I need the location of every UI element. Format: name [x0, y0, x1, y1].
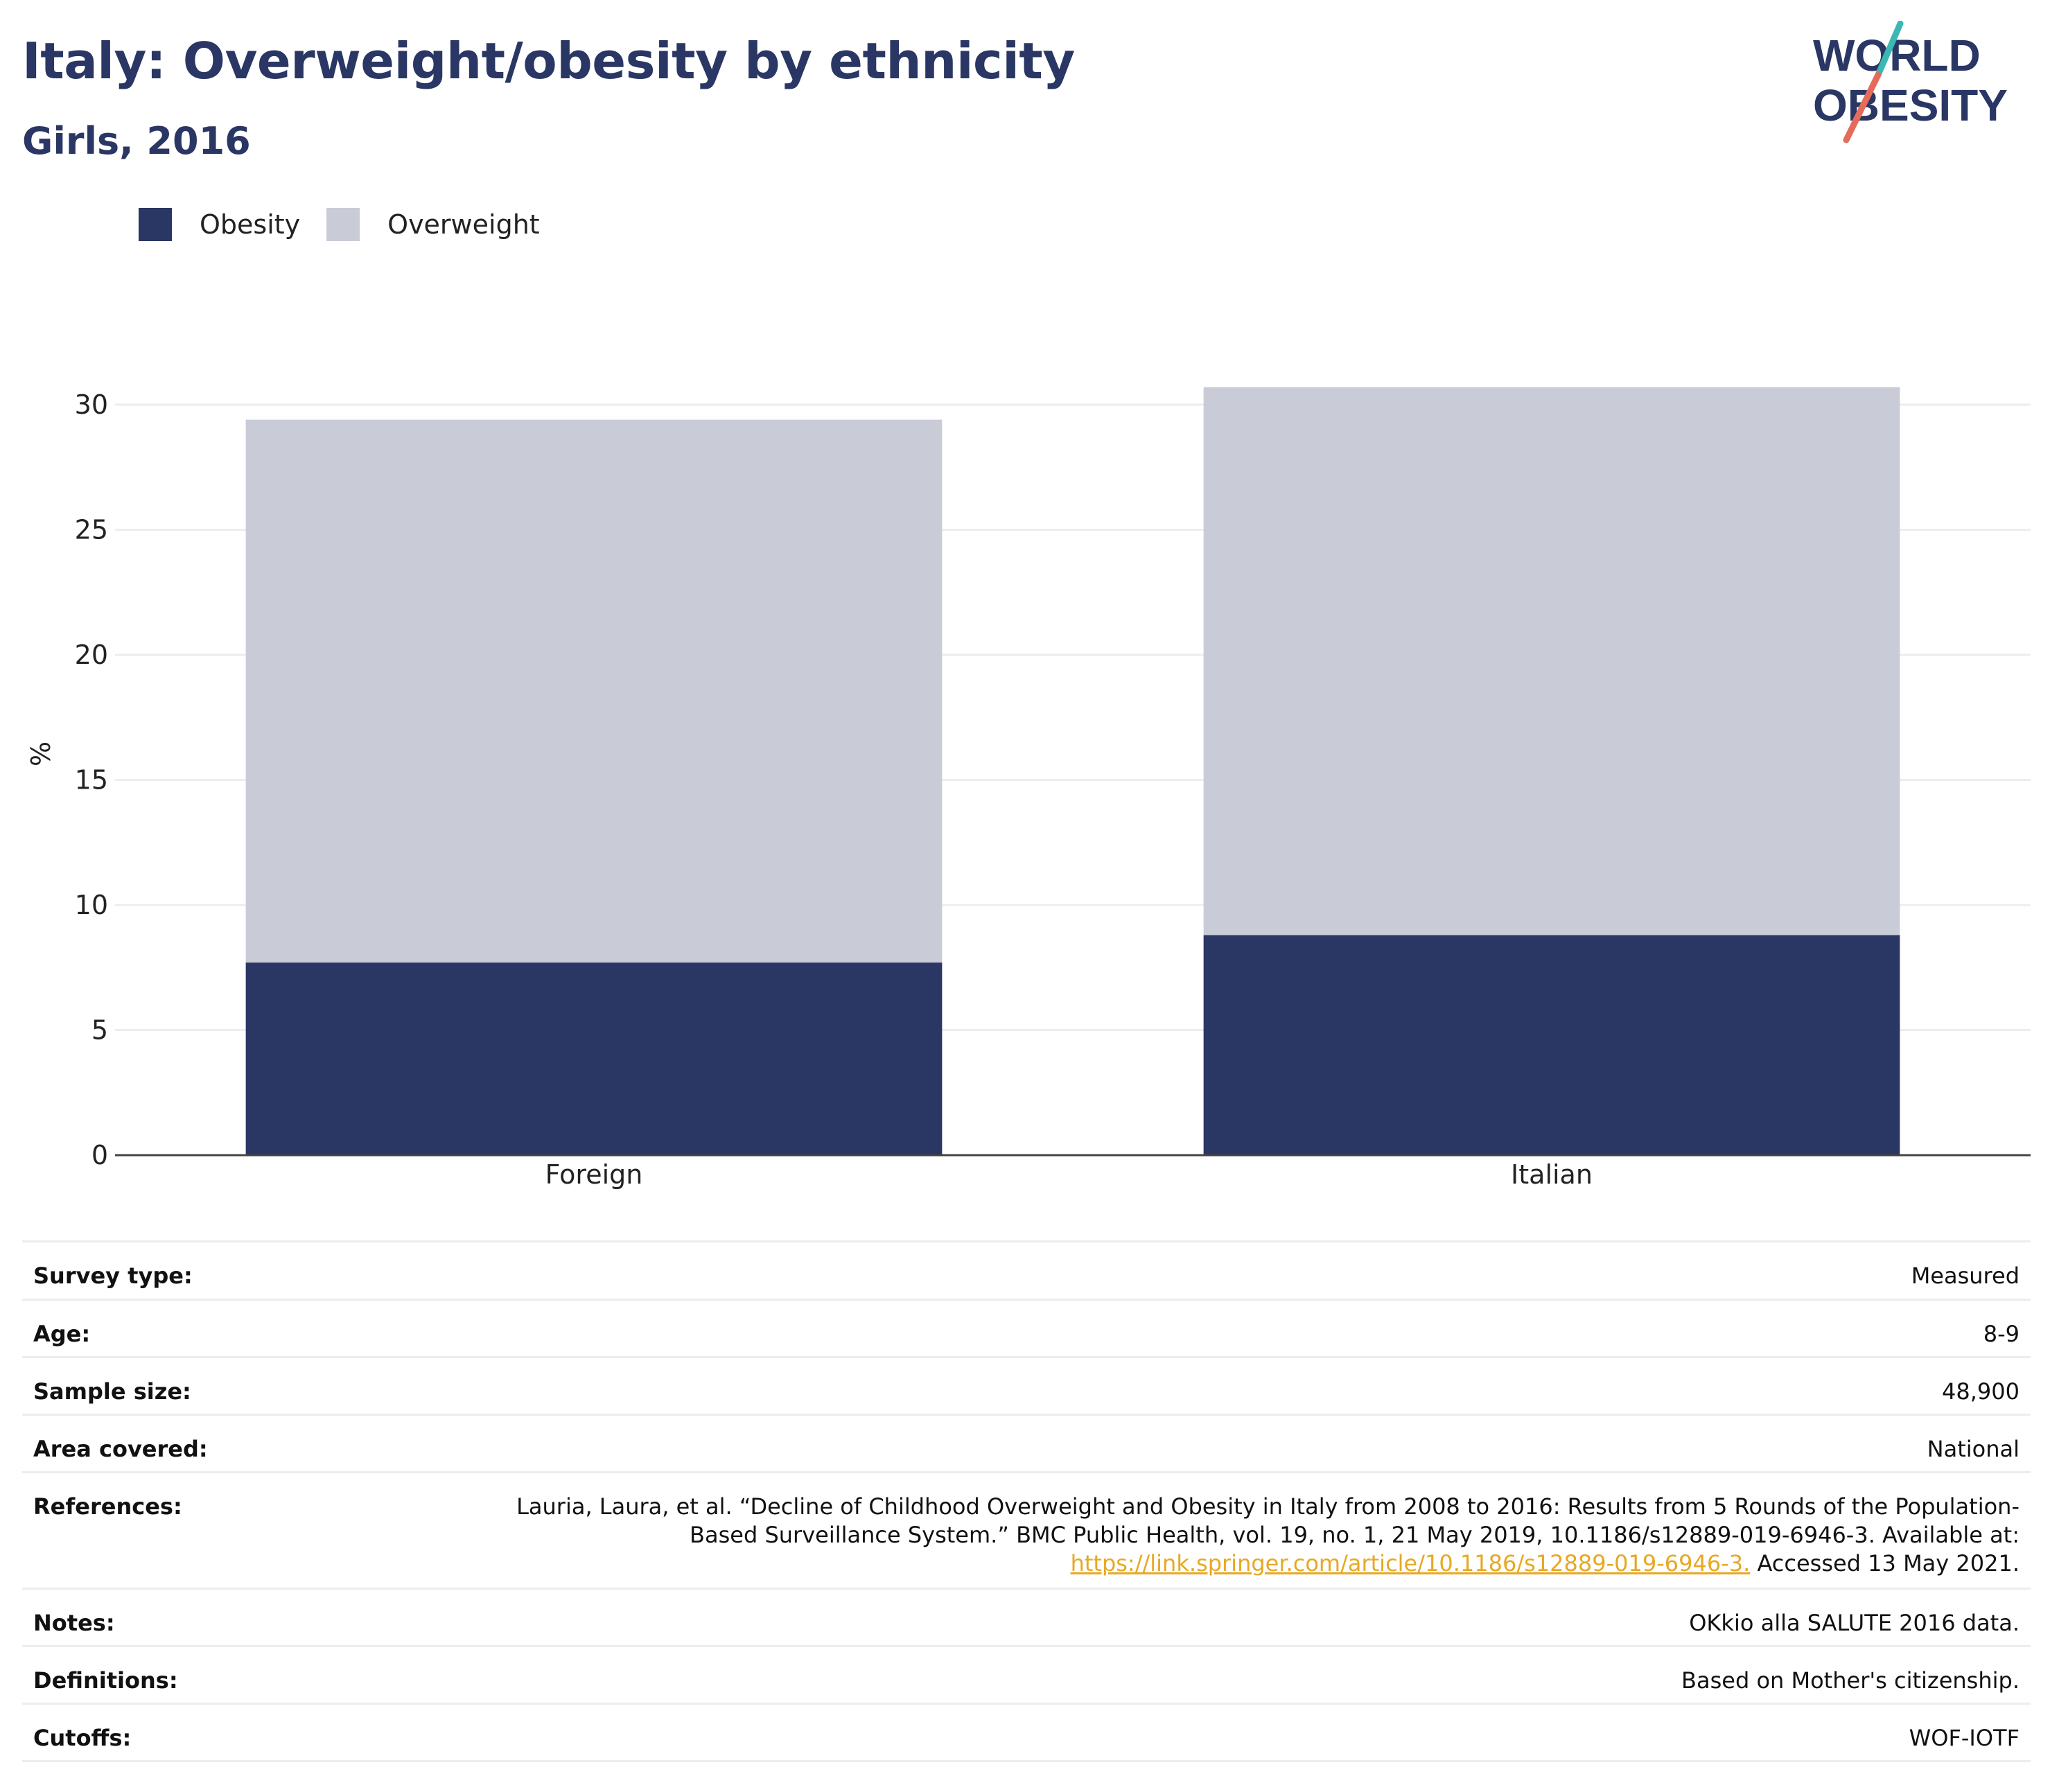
y-tick-label: 20: [75, 640, 108, 670]
y-tick-label: 10: [75, 890, 108, 920]
sample-size-value: 48,900: [1942, 1378, 2020, 1405]
table-row-notes: Notes: OKkio alla SALUTE 2016 data.: [22, 1588, 2031, 1645]
survey-info-table: Survey type: Measured Age: 8-9 Sample si…: [22, 1240, 2031, 1762]
legend-label-obesity: Obesity: [200, 209, 301, 240]
definitions-label: Definitions:: [33, 1667, 178, 1694]
age-label: Age:: [33, 1321, 91, 1347]
references-line-1: Lauria, Laura, et al. “Decline of Childh…: [516, 1493, 2020, 1520]
table-row-sample-size: Sample size: 48,900: [22, 1356, 2031, 1414]
sample-size-label: Sample size:: [33, 1378, 191, 1405]
y-tick-label: 30: [75, 389, 108, 420]
table-row-definitions: Definitions: Based on Mother's citizensh…: [22, 1645, 2031, 1703]
table-row-survey-type: Survey type: Measured: [22, 1240, 2031, 1299]
chart-title: Italy: Overweight/obesity by ethnicity: [22, 32, 1075, 90]
area-covered-value: National: [1927, 1436, 2020, 1462]
bar-overweight-foreign[interactable]: [245, 419, 943, 963]
table-row-references: References: Lauria, Laura, et al. “Decli…: [22, 1471, 2031, 1588]
legend-item-obesity[interactable]: Obesity: [139, 208, 300, 241]
bar-obesity-italian[interactable]: [1203, 935, 1900, 1155]
references-link[interactable]: https://link.springer.com/article/10.118…: [1070, 1550, 1751, 1576]
logo-line-2: OBESITY: [1813, 80, 2008, 130]
world-obesity-logo: WORLD OBESITY: [1813, 21, 2008, 143]
cutoffs-value: WOF-IOTF: [1909, 1725, 2020, 1751]
references-label: References:: [33, 1493, 182, 1520]
age-value: 8-9: [1983, 1321, 2020, 1347]
table-row-age: Age: 8-9: [22, 1299, 2031, 1356]
legend-label-overweight: Overweight: [387, 209, 540, 240]
y-tick-label: 0: [91, 1140, 108, 1170]
legend-item-overweight[interactable]: Overweight: [326, 208, 540, 241]
bar-obesity-foreign[interactable]: [245, 963, 943, 1155]
references-line-2: Based Surveillance System.” BMC Public H…: [690, 1522, 2020, 1548]
references-value: Lauria, Laura, et al. “Decline of Childh…: [516, 1493, 2020, 1578]
axes: 0 5 10 15 20 25 30 Foreign Italian: [75, 389, 2031, 1190]
y-tick-label: 5: [91, 1015, 108, 1046]
survey-type-label: Survey type:: [33, 1263, 193, 1289]
legend-swatch-obesity: [139, 208, 172, 241]
chart-subtitle: Girls, 2016: [22, 119, 251, 163]
y-axis-title: %: [26, 741, 56, 766]
bars: [245, 387, 1900, 1155]
table-row-cutoffs: Cutoffs: WOF-IOTF: [22, 1703, 2031, 1762]
cutoffs-label: Cutoffs:: [33, 1725, 132, 1751]
logo-slash-red: [1843, 71, 1882, 143]
notes-label: Notes:: [33, 1610, 115, 1636]
chart-legend: Obesity Overweight: [139, 207, 566, 243]
references-accessed: Accessed 13 May 2021.: [1750, 1550, 2020, 1576]
y-tick-label: 25: [75, 515, 108, 545]
stacked-bar-chart: 0 5 10 15 20 25 30 Foreign Italian %: [26, 387, 2031, 1190]
x-tick-label-italian: Italian: [1511, 1159, 1593, 1190]
survey-type-value: Measured: [1911, 1263, 2020, 1289]
x-tick-label-foreign: Foreign: [545, 1159, 643, 1190]
logo-slash-teal: [1875, 21, 1904, 78]
area-covered-label: Area covered:: [33, 1436, 208, 1462]
definitions-value: Based on Mother's citizenship.: [1681, 1667, 2020, 1694]
table-row-area-covered: Area covered: National: [22, 1414, 2031, 1471]
bar-overweight-italian[interactable]: [1203, 387, 1900, 935]
legend-swatch-overweight: [326, 208, 360, 241]
notes-value: OKkio alla SALUTE 2016 data.: [1689, 1610, 2020, 1636]
y-tick-label: 15: [75, 765, 108, 796]
